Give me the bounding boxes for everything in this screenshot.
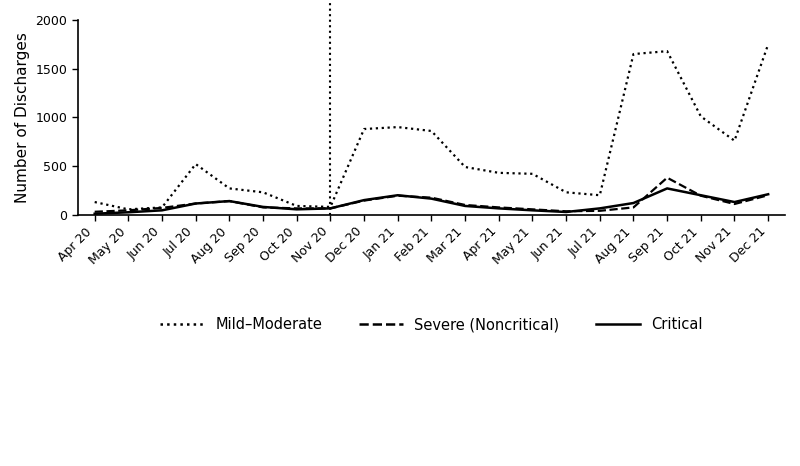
Legend: Mild–Moderate, Severe (Noncritical), Critical: Mild–Moderate, Severe (Noncritical), Cri… bbox=[154, 312, 709, 338]
Y-axis label: Number of Discharges: Number of Discharges bbox=[15, 32, 30, 203]
